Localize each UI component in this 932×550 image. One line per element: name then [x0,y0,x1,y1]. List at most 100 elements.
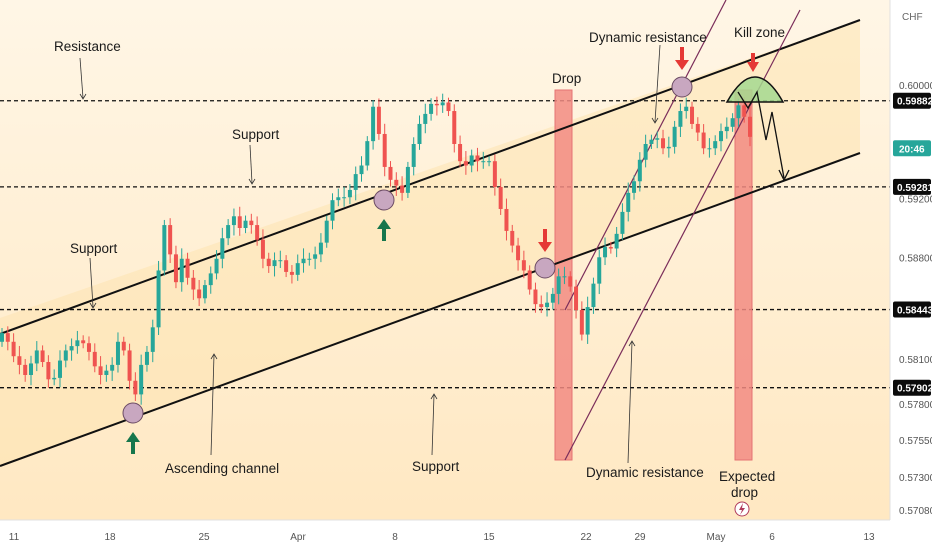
candle-body [307,259,311,260]
price-level-badge-label: 0.59882 [897,97,932,108]
candle-body [122,342,126,351]
candle-body [284,260,288,272]
touch-circle-4 [672,77,692,97]
candle-body [394,180,398,186]
time-axis[interactable] [0,520,932,550]
candle-body [0,333,4,342]
candle-body [586,307,590,334]
candle-body [597,257,601,283]
candle-body [17,356,21,365]
candle-body [116,342,120,365]
candle-body [441,102,445,105]
candle-body [133,381,137,395]
annotation-dynamic-resistance-1: Dynamic resistance [589,30,707,45]
candle-body [70,346,74,350]
candle-body [249,221,253,225]
candle-body [6,333,10,342]
x-tick-label: 11 [9,532,20,543]
candle-body [667,147,671,148]
candle-body [499,187,503,209]
x-tick-label: 22 [580,532,592,543]
x-tick-label: 8 [392,532,398,543]
candle-body [87,343,91,352]
candle-body [545,303,549,307]
candle-body [29,363,33,375]
annotation-drop: Drop [552,71,581,86]
y-tick-label: 0.58100 [899,355,932,366]
candle-body [620,212,624,234]
candle-body [371,107,375,141]
candle-body [273,260,277,266]
price-level-badge-label: 0.57902 [897,384,932,395]
candle-body [255,225,259,240]
candle-body [493,161,497,187]
candle-body [104,371,108,375]
candle-body [267,259,271,266]
candle-body [209,273,213,285]
annotation-support-3: Support [412,459,460,474]
candle-body [406,167,410,193]
candle-body [568,276,572,286]
candle-body [377,107,381,134]
candle-body [93,352,97,366]
candle-body [551,294,555,303]
candle-body [470,155,474,165]
candle-body [278,260,282,261]
candle-body [325,221,329,243]
annotation-resistance: Resistance [54,39,121,54]
candle-body [412,144,416,167]
candle-body [458,144,462,161]
candle-body [331,200,335,221]
candle-body [226,225,230,238]
candle-body [429,104,433,114]
annotation-support-1: Support [232,127,280,142]
candle-body [302,259,306,263]
annotation-ascending-channel: Ascending channel [165,461,279,476]
candle-body [128,350,132,380]
x-tick-label: Apr [290,532,306,543]
candle-body [446,102,450,111]
candle-body [360,166,364,175]
expected-drop-box [735,90,752,460]
y-tick-label: 0.60000 [899,81,932,92]
candle-body [719,131,723,141]
y-tick-label: 0.58800 [899,253,932,264]
candle-body [731,118,735,127]
candle-body [487,161,491,162]
y-tick-label: 0.59200 [899,195,932,206]
price-level-badge-label: 0.58443 [897,306,932,317]
candle-body [52,378,56,379]
candle-body [336,197,340,200]
candle-body [197,290,201,299]
candle-body [388,167,392,180]
x-tick-label: 13 [863,532,875,543]
candle-body [702,133,706,149]
candle-body [417,124,421,144]
candle-body [383,134,387,167]
candle-body [261,240,265,259]
candle-body [580,310,584,335]
candle-body [644,144,648,160]
x-tick-label: May [707,532,726,543]
candle-body [725,127,729,131]
y-tick-label: 0.57300 [899,473,932,484]
candle-body [516,246,520,261]
candle-body [626,193,630,212]
candle-body [539,304,543,307]
annotation-dynamic-resistance-2: Dynamic resistance [586,465,704,480]
candle-body [562,276,566,277]
candle-body [504,209,508,231]
candle-body [533,290,537,305]
candle-body [435,104,439,105]
candle-body [655,138,659,139]
candle-body [748,117,752,137]
x-tick-label: 25 [198,532,210,543]
candle-body [81,340,85,343]
touch-circle-1 [123,403,143,423]
candle-body [591,284,595,307]
candle-body [678,111,682,127]
candle-body [41,350,45,362]
candle-body [661,138,665,148]
touch-circle-3 [535,258,555,278]
